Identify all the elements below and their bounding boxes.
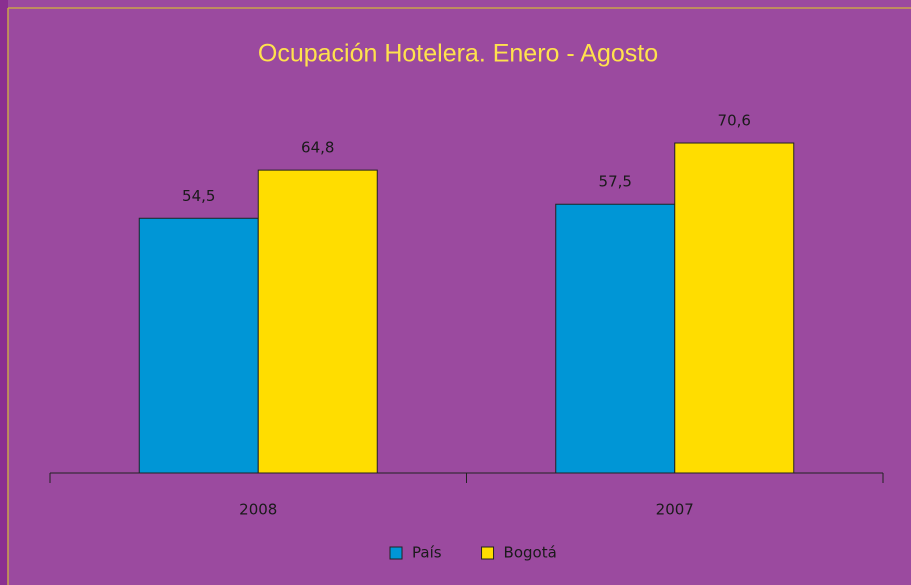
bar <box>138 217 259 474</box>
bar <box>555 203 676 474</box>
bar <box>674 142 795 474</box>
left-border <box>0 0 8 585</box>
value-label: 57,5 <box>599 173 632 191</box>
legend-label: Bogotá <box>504 544 557 562</box>
legend-label: País <box>412 544 442 562</box>
bar <box>257 169 378 474</box>
chart-title: Ocupación Hotelera. Enero - Agosto <box>258 40 658 68</box>
value-label: 64,8 <box>301 139 334 157</box>
legend-swatch <box>389 546 403 560</box>
legend-swatch <box>481 546 495 560</box>
x-tick-label: 2008 <box>239 501 277 519</box>
value-label: 70,6 <box>718 112 751 130</box>
x-tick-label: 2007 <box>656 501 694 519</box>
value-label: 54,5 <box>182 187 215 205</box>
